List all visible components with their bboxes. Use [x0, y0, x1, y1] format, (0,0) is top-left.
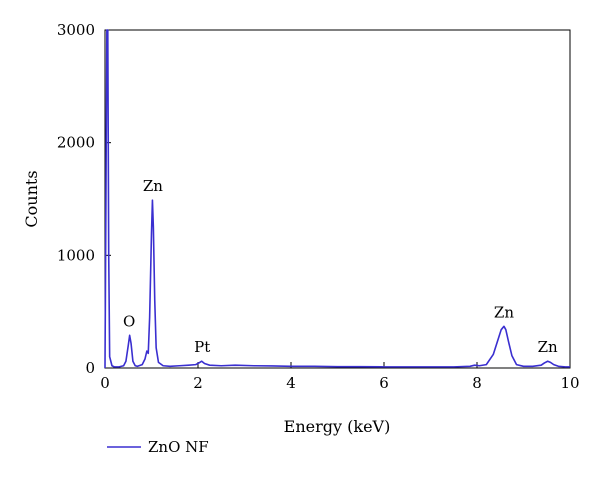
peak-label: Zn — [143, 177, 163, 195]
x-tick-label: 8 — [472, 374, 482, 392]
y-tick-label: 1000 — [57, 246, 95, 264]
legend-label-zno-nf: ZnO NF — [148, 438, 209, 456]
annotations-layer: O Zn Pt Zn Zn — [123, 177, 558, 356]
peak-label: Pt — [194, 338, 210, 356]
plot-frame — [104, 29, 571, 369]
series-layer — [104, 29, 570, 369]
x-tick-label: 4 — [286, 374, 296, 392]
peak-label: Zn — [494, 303, 514, 321]
x-axis-title: Energy (keV) — [284, 417, 391, 436]
y-axis-title: Counts — [22, 170, 41, 227]
y-tick-label: 2000 — [57, 134, 95, 152]
peak-label: O — [123, 312, 135, 330]
x-tick-label: 6 — [379, 374, 389, 392]
legend: ZnO NF — [107, 438, 209, 456]
y-tick-label: 0 — [85, 359, 95, 377]
series-line-zno-nf — [104, 29, 570, 369]
x-tick-label: 2 — [193, 374, 203, 392]
x-tick-label: 0 — [100, 374, 110, 392]
y-axis: 0 1000 2000 3000 — [57, 21, 111, 377]
x-tick-label: 10 — [560, 374, 579, 392]
peak-label: Zn — [538, 338, 558, 356]
y-tick-label: 3000 — [57, 21, 95, 39]
